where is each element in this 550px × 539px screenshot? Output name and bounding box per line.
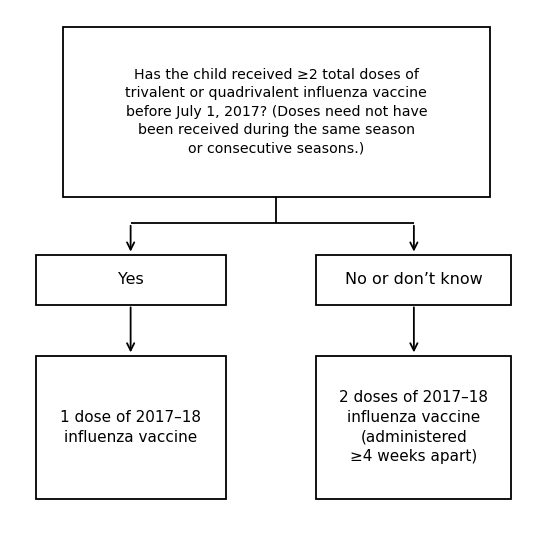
Text: 1 dose of 2017–18
influenza vaccine: 1 dose of 2017–18 influenza vaccine [60,410,201,445]
Text: Has the child received ≥2 total doses of
trivalent or quadrivalent influenza vac: Has the child received ≥2 total doses of… [125,68,427,156]
FancyBboxPatch shape [63,27,490,197]
FancyBboxPatch shape [316,255,512,305]
FancyBboxPatch shape [316,356,512,499]
Text: Yes: Yes [118,272,144,287]
FancyBboxPatch shape [36,255,225,305]
Text: No or don’t know: No or don’t know [345,272,483,287]
Text: 2 doses of 2017–18
influenza vaccine
(administered
≥4 weeks apart): 2 doses of 2017–18 influenza vaccine (ad… [339,390,488,465]
FancyBboxPatch shape [36,356,225,499]
